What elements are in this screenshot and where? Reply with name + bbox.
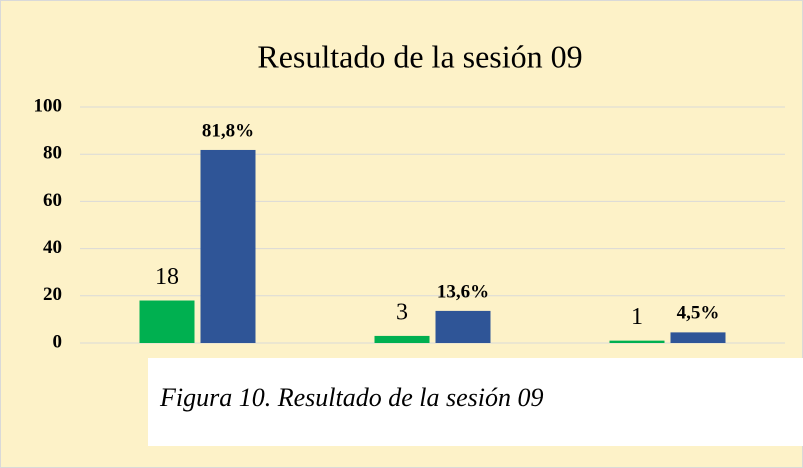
data-label: 18 — [155, 264, 179, 290]
caption: Figura 10. Resultado de la sesión 09 — [159, 383, 543, 412]
bar — [435, 310, 491, 343]
y-tick-label: 0 — [53, 331, 63, 352]
chart-title: Resultado de la sesión 09 — [257, 38, 582, 74]
y-tick-label: 60 — [43, 190, 62, 211]
bar — [374, 335, 430, 343]
y-tick-label: 100 — [34, 95, 63, 116]
y-tick-label: 40 — [43, 237, 62, 258]
data-label: 4,5% — [677, 303, 720, 324]
caption-box — [148, 358, 803, 446]
bar — [139, 300, 195, 343]
bar — [200, 149, 256, 343]
y-tick-label: 80 — [43, 143, 62, 164]
data-label: 81,8% — [202, 120, 254, 141]
data-label: 1 — [631, 304, 643, 330]
data-label: 13,6% — [437, 281, 489, 302]
y-tick-label: 20 — [43, 284, 62, 305]
bar — [670, 332, 726, 343]
bar — [609, 340, 665, 343]
data-label: 3 — [396, 299, 408, 325]
